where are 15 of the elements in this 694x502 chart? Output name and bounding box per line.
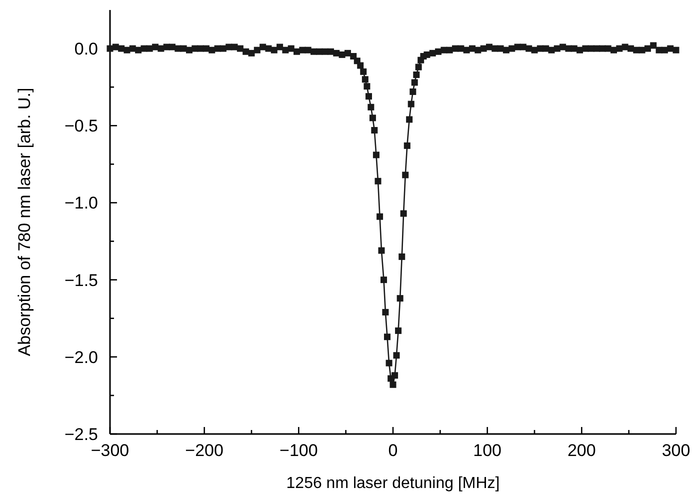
x-tick-label: −100 — [280, 441, 318, 460]
y-tick-label: 0.0 — [74, 40, 98, 59]
x-tick-label: −200 — [185, 441, 224, 460]
y-tick-label: −0.5 — [64, 116, 98, 136]
x-tick-label: 300 — [662, 441, 690, 460]
y-tick-label: −1.5 — [64, 270, 98, 290]
y-tick-label: −2.0 — [64, 348, 98, 367]
x-axis-title: 1256 nm laser detuning [MHz] — [286, 475, 500, 492]
x-tick-label: 0 — [388, 441, 398, 460]
y-axis-title: Absorption of 780 nm laser [arb. U.] — [15, 88, 34, 356]
y-tick-label: −2.5 — [64, 425, 98, 444]
x-tick-label: 100 — [473, 441, 502, 460]
x-tick-label: −300 — [90, 441, 130, 460]
x-tick-label: 200 — [567, 441, 596, 460]
y-tick-label: −1.0 — [64, 194, 98, 213]
